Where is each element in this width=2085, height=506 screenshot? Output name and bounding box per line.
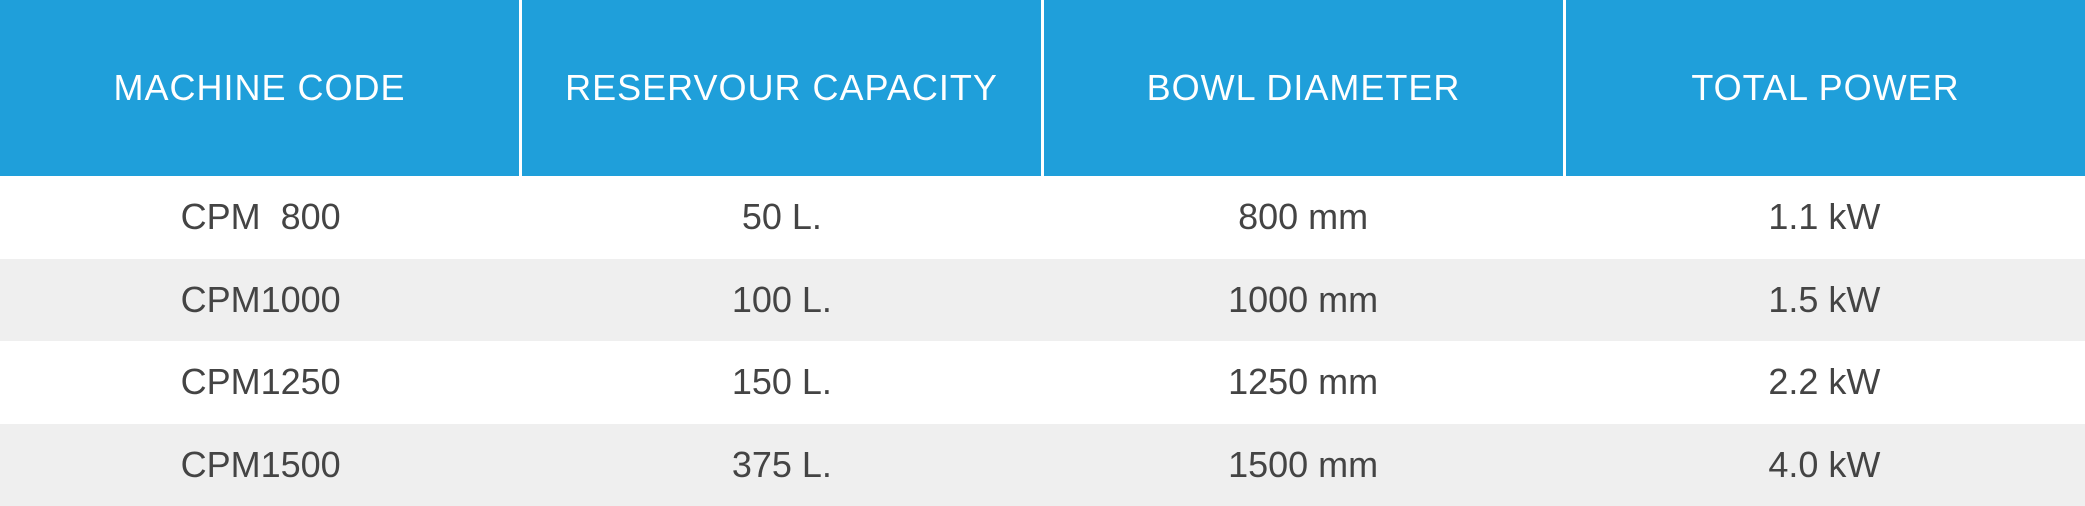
cell-bowl-diameter: 1000 mm bbox=[1228, 278, 1379, 320]
table-row: CPM1500 375 L. 1500 mm 4.0 kW bbox=[0, 423, 2085, 506]
header-total-power: TOTAL POWER bbox=[1563, 0, 2085, 176]
table-row: CPM1000 100 L. 1000 mm 1.5 kW bbox=[0, 258, 2085, 341]
cell-machine-code: CPM1000 bbox=[180, 278, 341, 320]
cell-bowl-diameter: 800 mm bbox=[1238, 196, 1369, 238]
cell-machine-code: CPM1500 bbox=[180, 443, 341, 485]
cell-reservoir-capacity: 150 L. bbox=[731, 361, 832, 403]
cell-total-power: 4.0 kW bbox=[1768, 443, 1881, 485]
header-machine-code: MACHINE CODE bbox=[113, 67, 406, 108]
cell-reservoir-capacity: 100 L. bbox=[731, 278, 832, 320]
cell-machine-code: CPM 800 bbox=[180, 196, 341, 238]
cell-reservoir-capacity: 375 L. bbox=[731, 443, 832, 485]
table-header: MACHINE CODE RESERVOUR CAPACITY BOWL DIA… bbox=[0, 0, 2085, 176]
table-row: CPM1250 150 L. 1250 mm 2.2 kW bbox=[0, 341, 2085, 424]
table-body: CPM 800 50 L. 800 mm 1.1 kW CPM1000 100 … bbox=[0, 176, 2085, 506]
cell-total-power: 1.1 kW bbox=[1768, 196, 1881, 238]
cell-bowl-diameter: 1500 mm bbox=[1228, 443, 1379, 485]
cell-total-power: 2.2 kW bbox=[1768, 361, 1881, 403]
header-bowl-diameter: BOWL DIAMETER bbox=[1041, 0, 1563, 176]
cell-total-power: 1.5 kW bbox=[1768, 278, 1881, 320]
header-reservoir-capacity: RESERVOUR CAPACITY bbox=[519, 0, 1041, 176]
table-row: CPM 800 50 L. 800 mm 1.1 kW bbox=[0, 176, 2085, 259]
cell-machine-code: CPM1250 bbox=[180, 361, 341, 403]
cell-reservoir-capacity: 50 L. bbox=[741, 196, 822, 238]
cell-bowl-diameter: 1250 mm bbox=[1228, 361, 1379, 403]
